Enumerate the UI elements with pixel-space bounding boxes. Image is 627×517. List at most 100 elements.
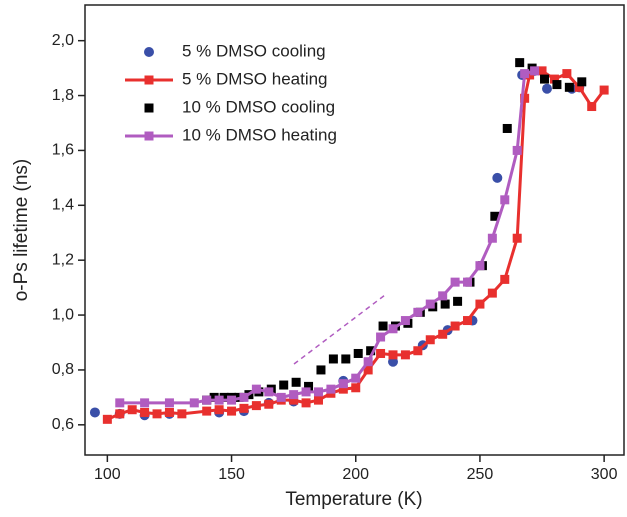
x-tick-label: 250	[467, 466, 494, 483]
legend-label: 5 % DMSO heating	[182, 69, 328, 88]
y-tick-label: 1,8	[52, 87, 74, 104]
point	[164, 398, 174, 408]
point	[328, 354, 338, 364]
point	[475, 261, 485, 271]
y-tick-label: 1,4	[52, 197, 74, 214]
point	[164, 407, 174, 417]
point	[549, 74, 559, 84]
point	[492, 172, 503, 183]
guide-line	[293, 294, 386, 365]
point	[177, 409, 187, 419]
point	[520, 93, 530, 103]
legend-marker	[144, 47, 154, 57]
point	[127, 405, 137, 415]
point	[376, 348, 386, 358]
point	[338, 384, 348, 394]
y-tick-label: 1,0	[52, 306, 74, 323]
point	[463, 316, 473, 326]
point	[351, 383, 361, 393]
y-tick-label: 0,6	[52, 416, 74, 433]
y-tick-label: 1,6	[52, 142, 74, 159]
point	[540, 74, 550, 84]
point	[227, 395, 237, 405]
point	[378, 321, 388, 331]
point	[202, 395, 212, 405]
point	[239, 392, 249, 402]
point	[599, 85, 609, 95]
plot-frame	[84, 4, 625, 456]
point	[291, 377, 301, 387]
point	[313, 395, 323, 405]
point	[341, 354, 351, 364]
point	[209, 392, 219, 402]
point	[351, 373, 361, 383]
point	[289, 390, 299, 400]
x-tick-label: 150	[218, 466, 245, 483]
point	[487, 233, 497, 243]
point	[115, 409, 125, 419]
point	[338, 379, 348, 389]
point	[202, 406, 212, 416]
point	[475, 299, 485, 309]
x-tick-label: 300	[591, 466, 618, 483]
x-tick-label: 100	[94, 466, 121, 483]
point	[239, 403, 249, 413]
legend-marker	[144, 103, 154, 113]
point	[413, 346, 423, 356]
point	[264, 387, 274, 397]
point	[264, 399, 274, 409]
point	[102, 414, 112, 424]
point	[400, 316, 410, 326]
point	[140, 398, 150, 408]
point	[552, 80, 562, 90]
point	[520, 69, 530, 79]
point	[214, 405, 224, 415]
point	[219, 392, 229, 402]
legend-marker	[144, 75, 154, 85]
point	[152, 409, 162, 419]
point	[366, 346, 376, 356]
point	[562, 69, 572, 79]
point	[512, 233, 522, 243]
point	[251, 401, 261, 411]
point	[115, 398, 125, 408]
point	[301, 398, 311, 408]
point	[440, 299, 450, 309]
point	[564, 82, 574, 92]
point	[276, 392, 286, 402]
point	[502, 123, 512, 133]
point	[376, 332, 386, 342]
point	[574, 82, 584, 92]
point	[530, 66, 540, 76]
point	[413, 307, 423, 317]
point	[587, 102, 597, 112]
point	[251, 384, 261, 394]
point	[515, 58, 525, 68]
point	[577, 77, 587, 87]
y-axis-title: o-Ps lifetime (ns)	[11, 159, 32, 302]
point	[189, 398, 199, 408]
x-tick-label: 200	[342, 466, 369, 483]
x-axis-title: Temperature (K)	[285, 489, 422, 510]
point	[425, 335, 435, 345]
y-tick-label: 2,0	[52, 32, 74, 49]
point	[289, 395, 299, 405]
point	[500, 195, 510, 205]
point	[453, 296, 463, 306]
y-tick-label: 1,2	[52, 251, 74, 268]
point	[279, 380, 289, 390]
legend-label: 5 % DMSO cooling	[182, 41, 326, 60]
point	[438, 329, 448, 339]
point	[363, 357, 373, 367]
point	[316, 365, 326, 375]
point	[463, 277, 473, 287]
point	[400, 350, 410, 360]
point	[313, 387, 323, 397]
point	[214, 395, 224, 405]
point	[301, 387, 311, 397]
point	[512, 145, 522, 155]
point	[363, 365, 373, 375]
point	[438, 291, 448, 301]
point	[450, 277, 460, 287]
